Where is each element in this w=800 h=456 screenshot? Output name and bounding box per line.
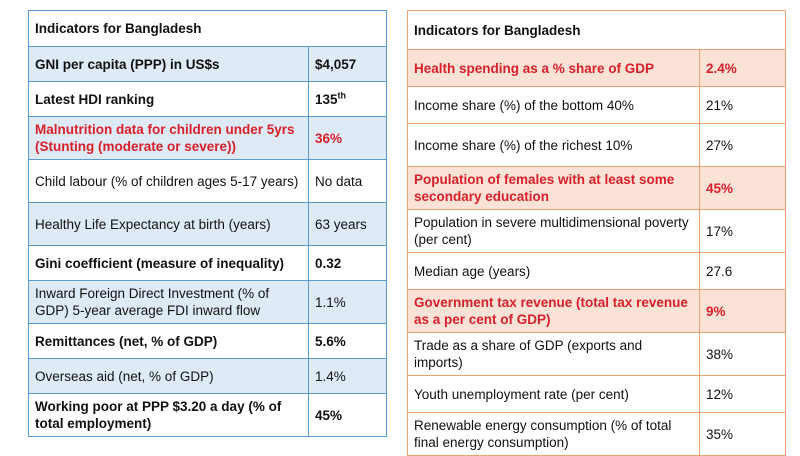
row-label: GNI per capita (PPP) in US$s [28, 46, 309, 82]
table-row: Trade as a share of GDP (exports and imp… [407, 332, 786, 376]
table-row: Working poor at PPP $3.20 a day (% of to… [28, 393, 387, 437]
row-value: 63 years [308, 202, 387, 246]
hdi-rank-suffix: th [337, 90, 347, 100]
row-label: Income share (%) of the bottom 40% [407, 86, 700, 124]
right-indicator-table: Indicators for Bangladesh Health spendin… [407, 10, 786, 456]
table-title: Indicators for Bangladesh [28, 10, 387, 47]
row-label: Renewable energy consumption (% of total… [407, 412, 700, 456]
table-row: GNI per capita (PPP) in US$s $4,057 [28, 46, 387, 82]
row-value: 45% [308, 393, 387, 437]
row-value: 12% [699, 375, 786, 413]
row-value: 17% [699, 209, 786, 253]
row-value: No data [308, 159, 387, 203]
row-value: 27.6 [699, 252, 786, 290]
row-value: 2.4% [699, 49, 786, 87]
row-label: Gini coefficient (measure of inequality) [28, 245, 309, 281]
table-row: Child labour (% of children ages 5-17 ye… [28, 159, 387, 203]
table-title: Indicators for Bangladesh [407, 10, 786, 50]
table-row: Inward Foreign Direct Investment (% of G… [28, 280, 387, 324]
table-row: Renewable energy consumption (% of total… [407, 412, 786, 456]
table-row: Overseas aid (net, % of GDP) 1.4% [28, 358, 387, 394]
table-row: Income share (%) of the richest 10% 27% [407, 123, 786, 167]
table-header: Indicators for Bangladesh [28, 10, 387, 47]
row-label: Population in severe multidimensional po… [407, 209, 700, 253]
table-row: Population of females with at least some… [407, 166, 786, 210]
row-value: 27% [699, 123, 786, 167]
table-header: Indicators for Bangladesh [407, 10, 786, 50]
table-row: Malnutrition data for children under 5yr… [28, 116, 387, 160]
row-value: $4,057 [308, 46, 387, 82]
table-row: Healthy Life Expectancy at birth (years)… [28, 202, 387, 246]
table-row: Health spending as a % share of GDP 2.4% [407, 49, 786, 87]
row-value: 135th [308, 81, 387, 117]
table-row: Youth unemployment rate (per cent) 12% [407, 375, 786, 413]
row-label: Inward Foreign Direct Investment (% of G… [28, 280, 309, 324]
table-row: Government tax revenue (total tax revenu… [407, 289, 786, 333]
table-row: Gini coefficient (measure of inequality)… [28, 245, 387, 281]
table-row: Remittances (net, % of GDP) 5.6% [28, 323, 387, 359]
row-label: Population of females with at least some… [407, 166, 700, 210]
row-label: Government tax revenue (total tax revenu… [407, 289, 700, 333]
row-label: Latest HDI ranking [28, 81, 309, 117]
row-label: Remittances (net, % of GDP) [28, 323, 309, 359]
row-value: 1.1% [308, 280, 387, 324]
row-value: 45% [699, 166, 786, 210]
hdi-rank-number: 135 [315, 91, 338, 107]
row-value: 36% [308, 116, 387, 160]
table-row: Latest HDI ranking 135th [28, 81, 387, 117]
row-label: Youth unemployment rate (per cent) [407, 375, 700, 413]
row-value: 0.32 [308, 245, 387, 281]
row-label: Healthy Life Expectancy at birth (years) [28, 202, 309, 246]
row-value: 21% [699, 86, 786, 124]
row-label: Trade as a share of GDP (exports and imp… [407, 332, 700, 376]
table-row: Income share (%) of the bottom 40% 21% [407, 86, 786, 124]
row-label: Overseas aid (net, % of GDP) [28, 358, 309, 394]
left-indicator-table: Indicators for Bangladesh GNI per capita… [28, 10, 387, 437]
row-value: 35% [699, 412, 786, 456]
row-label: Health spending as a % share of GDP [407, 49, 700, 87]
table-row: Population in severe multidimensional po… [407, 209, 786, 253]
table-row: Median age (years) 27.6 [407, 252, 786, 290]
row-value: 5.6% [308, 323, 387, 359]
row-value: 38% [699, 332, 786, 376]
row-label: Working poor at PPP $3.20 a day (% of to… [28, 393, 309, 437]
row-label: Malnutrition data for children under 5yr… [28, 116, 309, 160]
row-value: 9% [699, 289, 786, 333]
row-label: Median age (years) [407, 252, 700, 290]
row-value: 1.4% [308, 358, 387, 394]
row-label: Child labour (% of children ages 5-17 ye… [28, 159, 309, 203]
row-label: Income share (%) of the richest 10% [407, 123, 700, 167]
